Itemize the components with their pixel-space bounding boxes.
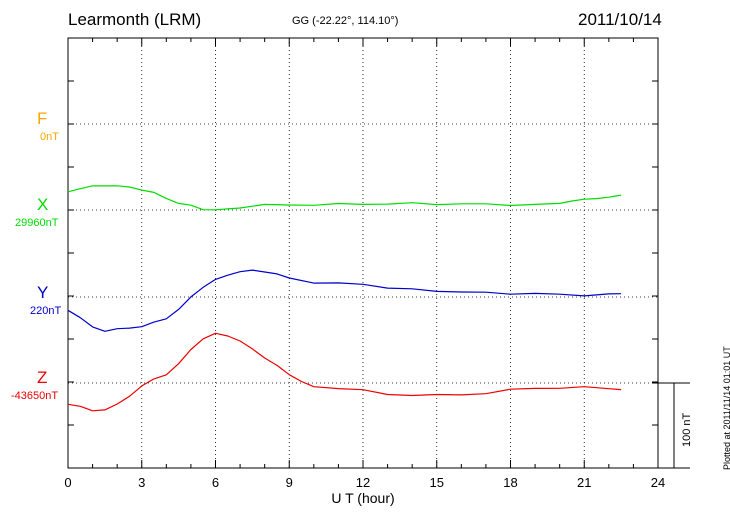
x-tick-label: 24 xyxy=(651,475,665,490)
x-tick-label: 15 xyxy=(430,475,444,490)
plotted-timestamp: Plotted at 2011/11/14 01:01 UT xyxy=(722,346,730,470)
series-y-line xyxy=(67,269,622,332)
x-tick-label: 3 xyxy=(138,475,145,490)
series-label-y: Y xyxy=(37,283,49,302)
x-axis-title: U T (hour) xyxy=(331,490,394,506)
series-label-x: X xyxy=(37,195,49,214)
grid-layer xyxy=(68,38,658,468)
series-z-line xyxy=(67,332,622,412)
axis-layer: 0 3 6 9 12 15 18 21 24 xyxy=(64,37,665,490)
x-tick-label: 21 xyxy=(577,475,591,490)
x-tick-label: 18 xyxy=(503,475,517,490)
series-layer xyxy=(67,185,622,412)
series-label-f: F xyxy=(37,109,48,128)
baseline-label-z: -43650nT xyxy=(11,390,59,402)
baseline-label-y: 220nT xyxy=(30,305,62,317)
scale-bar-label: 100 nT xyxy=(681,412,693,447)
baseline-label-f: 0nT xyxy=(40,131,59,143)
chart-date: 2011/10/14 xyxy=(578,10,662,29)
station-coordinates: GG (-22.22°, 114.10°) xyxy=(292,15,399,27)
x-tick-label: 12 xyxy=(356,475,370,490)
baseline-label-x: 29960nT xyxy=(15,217,59,229)
x-tick-label: 6 xyxy=(212,475,219,490)
x-tick-label: 0 xyxy=(64,475,71,490)
scale-bar xyxy=(652,382,690,469)
series-label-z: Z xyxy=(37,368,48,387)
station-title: Learmonth (LRM) xyxy=(68,10,202,29)
x-tick-label: 9 xyxy=(286,475,293,490)
series-x-line xyxy=(67,185,622,211)
